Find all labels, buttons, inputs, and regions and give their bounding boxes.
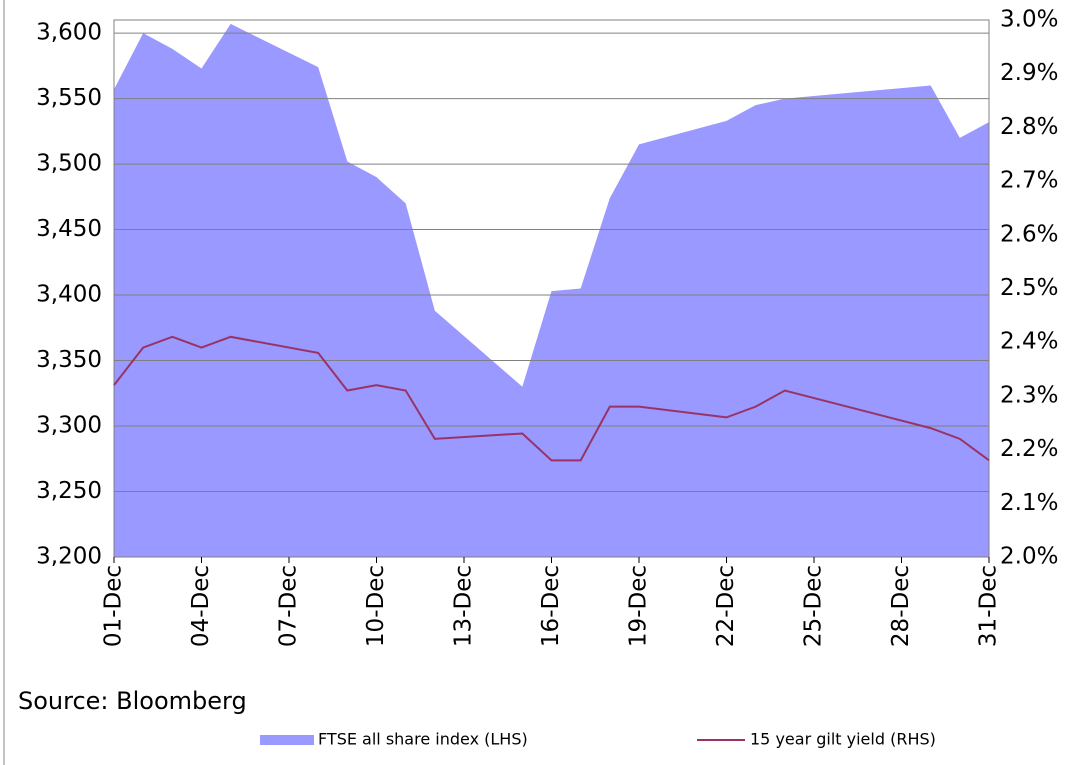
x-tick-label: 31-Dec [976, 565, 1002, 647]
legend-swatch [260, 735, 314, 745]
x-tick-label: 22-Dec [713, 565, 739, 647]
x-tick-label: 10-Dec [363, 565, 389, 647]
y2-tick-label: 2.2% [1000, 436, 1058, 462]
line [113, 335, 990, 462]
legend-label: 15 year gilt yield (RHS) [750, 730, 936, 749]
source: Source: Bloomberg [18, 687, 247, 715]
legend-label: FTSE all share index (LHS) [318, 730, 528, 749]
y2-tick-label: 2.7% [1000, 168, 1058, 194]
x-tick-label: 25-Dec [801, 565, 827, 647]
y-tick-label: 3,350 [36, 347, 102, 373]
y-tick-label: 3,300 [36, 413, 102, 439]
y-tick-label: 3,450 [36, 216, 102, 242]
y2-tick-label: 2.0% [1000, 544, 1058, 570]
x-tick-label: 04-Dec [188, 565, 214, 647]
x-tick-label: 28-Dec [888, 565, 914, 647]
y2-tick-label: 2.9% [1000, 60, 1058, 86]
y-tick-label: 3,200 [36, 544, 102, 570]
y2-tick-label: 2.5% [1000, 275, 1058, 301]
y-tick-label: 3,500 [36, 151, 102, 177]
y2-tick-label: 3.0% [1000, 7, 1058, 33]
y-tick-label: 3,600 [36, 20, 102, 46]
y-tick-label: 3,250 [36, 478, 102, 504]
y2-tick-label: 2.8% [1000, 114, 1058, 140]
x-tick-label: 07-Dec [276, 565, 302, 647]
x-tick-label: 01-Dec [101, 565, 127, 647]
y2-tick-label: 2.3% [1000, 382, 1058, 408]
y-tick-label: 3,550 [36, 85, 102, 111]
y2-tick-label: 2.1% [1000, 490, 1058, 516]
x-tick-label: 16-Dec [538, 565, 564, 647]
x-tick-label: 19-Dec [626, 565, 652, 647]
y2-tick-label: 2.4% [1000, 329, 1058, 355]
y-tick-label: 3,400 [36, 282, 102, 308]
y2-tick-label: 2.6% [1000, 221, 1058, 247]
area [114, 23, 989, 558]
x-tick-label: 13-Dec [451, 565, 477, 647]
